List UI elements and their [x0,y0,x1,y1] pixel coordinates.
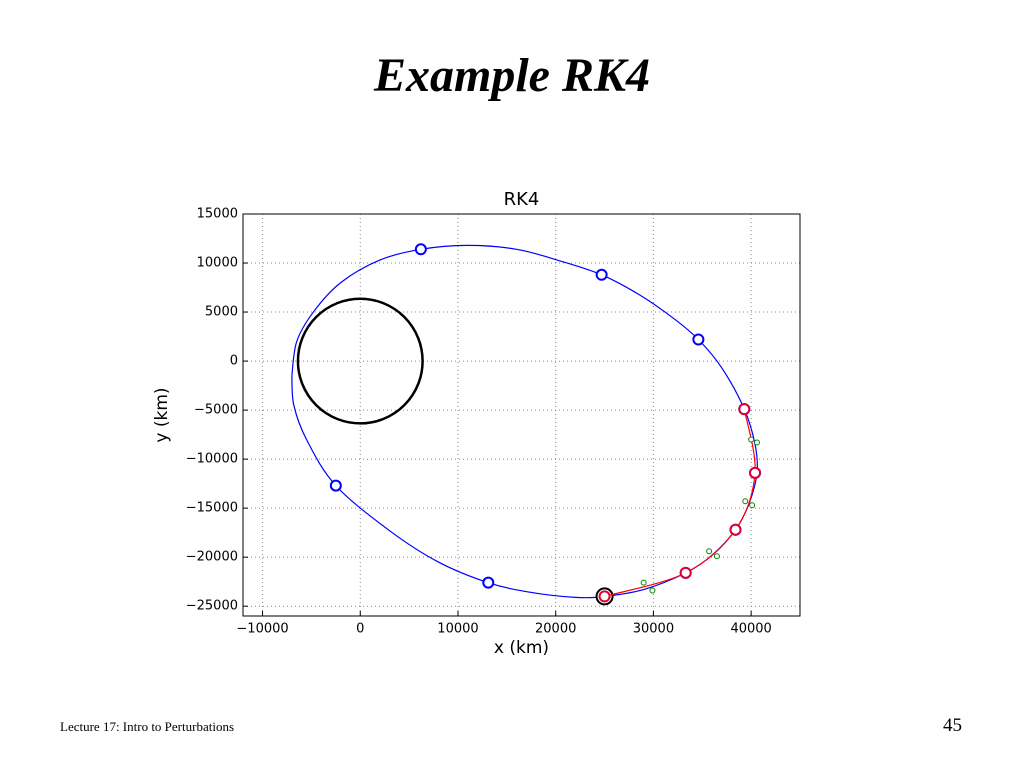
chart: RK4 x (km) y (km) −10000 0 10000 20000 30000 400… [152,189,801,658]
chart-title: RK4 [504,189,540,210]
marker [595,268,608,281]
y-tick-label: −20000 [186,550,238,565]
earth-circle [296,297,424,425]
y-tick-label: 10000 [197,256,238,271]
y-tick-label: −25000 [186,599,238,614]
marker [482,576,495,589]
x-tick-label: −10000 [236,622,288,637]
footer: Lecture 17: Intro to Perturbations [60,719,235,734]
x-tick-label: 0 [356,622,364,637]
marker [598,590,611,603]
marker [748,436,755,443]
y-tick-label: −15000 [186,501,238,516]
y-tick-label: 5000 [205,305,238,320]
x-tick-label: 20000 [535,622,576,637]
y-tick-label: −5000 [194,403,238,418]
marker [649,587,656,594]
page-number: 45 [943,715,962,736]
x-axis-label: x (km) [494,638,549,658]
marker [713,553,720,560]
x-tick-label: 40000 [730,622,771,637]
marker [692,333,705,346]
y-tick-label: 15000 [197,207,238,222]
y-tick-label: 0 [230,354,238,369]
plot-frame [242,213,801,617]
marker [749,502,756,509]
marker [738,403,751,416]
y-tick-label: −10000 [186,452,238,467]
slide-title: Example RK4 [373,49,651,102]
x-tick-label: 30000 [633,622,674,637]
y-axis-label: y (km) [152,387,172,442]
marker [729,523,742,536]
x-tick-label: 10000 [437,622,478,637]
marker [749,466,762,479]
marker [329,479,342,492]
orbit-line [604,409,756,597]
marker [706,548,713,555]
marker [414,243,427,256]
marker [742,498,749,505]
marker [640,579,647,586]
marker [679,566,692,579]
marker [754,439,761,446]
